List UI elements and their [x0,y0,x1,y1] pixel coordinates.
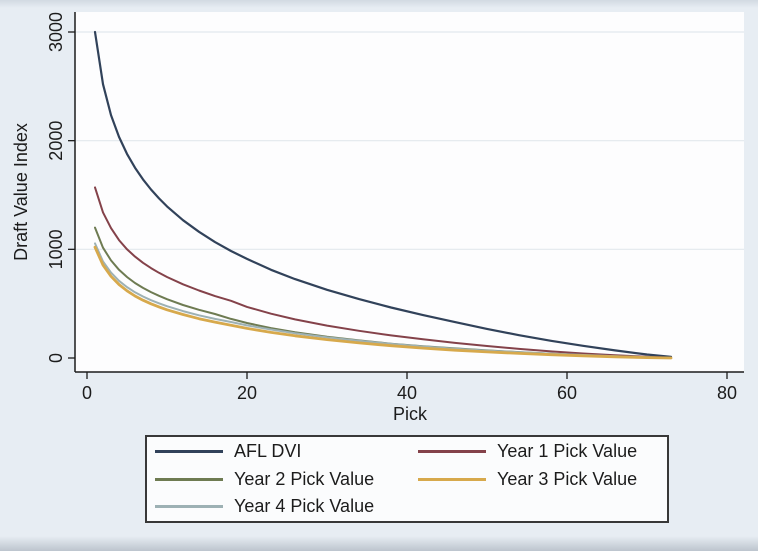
y-axis-title: Draft Value Index [11,123,31,261]
y-tick-label-0: 0 [46,353,66,363]
legend-line-swatch [418,477,486,481]
x-tick-label-80: 80 [717,383,737,403]
legend-label: AFL DVI [234,441,302,461]
legend: AFL DVI Year 1 Pick Value Year 2 Pick Valu… [145,435,669,523]
series-line-year-1-pick-value [94,186,672,359]
legend-line-swatch [155,450,223,453]
bottom-edge-shade [0,536,758,551]
x-tick-label-20: 20 [237,383,257,403]
y-tick-label-1000: 1000 [46,229,66,269]
legend-item: Year 3 Pick Value [410,466,667,492]
y-tick-label-3000: 3000 [46,12,66,52]
top-edge-shade [0,0,758,8]
plot-area [75,12,744,372]
data-series [93,30,673,360]
y-tick-label-2000: 2000 [46,121,66,161]
legend-line-swatch [418,450,486,453]
legend-line-swatch [155,505,223,508]
x-tick-label-0: 0 [82,383,92,403]
legend-label: Year 4 Pick Value [234,496,375,516]
axis-ticks: 0 1000 2000 3000 0 20 40 60 80 [46,12,737,403]
legend-item: Year 2 Pick Value [147,466,410,492]
legend-item: AFL DVI [147,439,410,465]
series-line-afl-dvi [93,30,673,358]
x-axis-title: Pick [393,404,428,424]
legend-item: Year 1 Pick Value [410,439,667,465]
gridlines [75,31,744,250]
legend-line-swatch [155,477,223,481]
x-tick-label-60: 60 [557,383,577,403]
legend-label: Year 2 Pick Value [234,468,375,489]
legend-label: Year 1 Pick Value [497,441,638,461]
x-tick-label-40: 40 [397,383,417,403]
series-line-year-3-pick-value [93,245,673,360]
legend-label: Year 3 Pick Value [497,468,638,489]
legend-item: Year 4 Pick Value [147,494,410,520]
